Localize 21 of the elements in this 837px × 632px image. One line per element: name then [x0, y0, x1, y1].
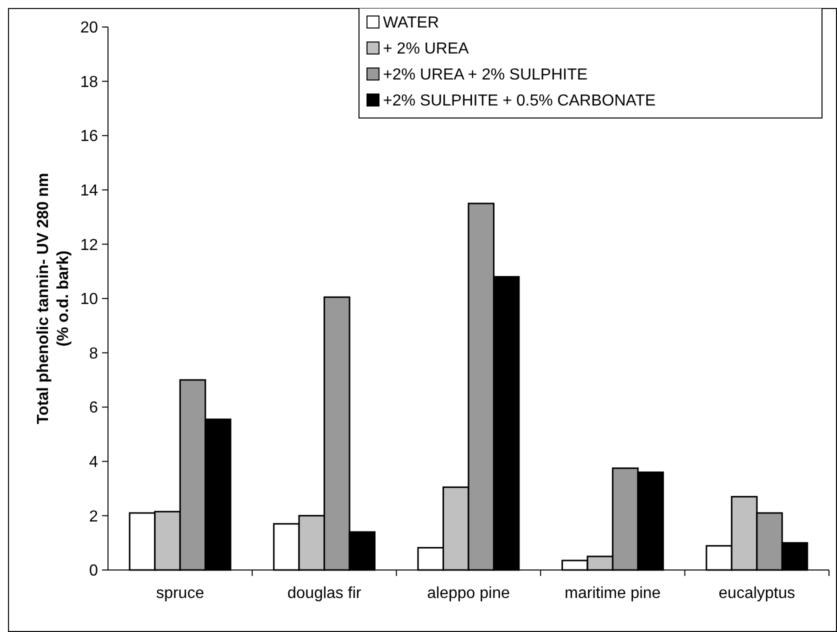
y-tick-label: 0 [89, 562, 98, 580]
y-tick-label: 16 [80, 128, 98, 146]
legend-label: +2% UREA + 2% SULPHITE [383, 66, 588, 84]
y-tick-label: 14 [80, 182, 98, 200]
y-tick-label: 6 [89, 400, 98, 417]
x-tick-label: douglas fir [287, 585, 362, 602]
y-tick-label: 4 [89, 454, 98, 471]
y-tick-label: 10 [80, 291, 98, 308]
y-tick-label: 2 [89, 508, 98, 526]
legend-label: + 2% UREA [383, 40, 470, 58]
y-tick-label: 12 [80, 236, 98, 254]
x-tick-label: eucalyptus [718, 585, 796, 602]
legend-label: WATER [383, 14, 439, 32]
y-tick-label: 8 [89, 345, 98, 362]
x-tick-label: spruce [156, 585, 204, 602]
legend-label: +2% SULPHITE + 0.5% CARBONATE [383, 92, 656, 110]
y-axis-title: Total phenolic tannin- UV 280 nm (% o.d. bark) [35, 172, 72, 424]
y-tick-label: 18 [80, 74, 98, 91]
x-tick-label: aleppo pine [427, 585, 510, 602]
x-tick-label: maritime pine [564, 585, 661, 602]
y-tick-label: 20 [80, 20, 98, 37]
